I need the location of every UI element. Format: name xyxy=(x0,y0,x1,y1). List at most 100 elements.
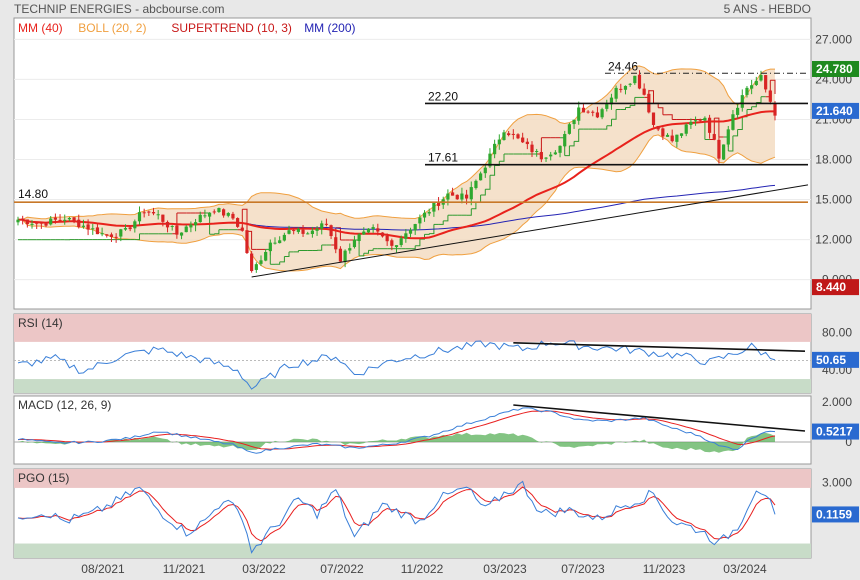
candle-body xyxy=(282,234,286,241)
marks-layer xyxy=(14,65,809,554)
candle-body xyxy=(390,240,394,246)
candle-body xyxy=(109,234,114,238)
supertrend-segment xyxy=(714,117,720,137)
candle-body xyxy=(721,144,726,160)
candle-body xyxy=(633,75,637,84)
candle-body xyxy=(315,228,319,231)
candle-body xyxy=(278,240,282,244)
price-y-tick: 27.000 xyxy=(815,32,852,46)
candle-body xyxy=(193,222,198,226)
supertrend-segment xyxy=(284,251,290,257)
x-axis-label: 11/2021 xyxy=(163,562,206,576)
candle-body xyxy=(637,74,642,89)
candle-body xyxy=(222,209,226,216)
candle-body xyxy=(689,121,693,125)
candle-body xyxy=(264,251,268,261)
candle-body xyxy=(422,212,427,218)
x-axis-label: 03/2024 xyxy=(723,562,767,576)
candle-body xyxy=(717,139,721,159)
candle-body xyxy=(745,87,749,95)
supertrend-segment xyxy=(630,97,636,106)
candle-body xyxy=(736,107,740,115)
candle-body xyxy=(39,222,43,224)
macd-divergence-line xyxy=(513,404,806,432)
candle-body xyxy=(161,214,165,222)
supertrend-segment xyxy=(359,253,365,257)
candle-body xyxy=(21,218,25,220)
candle-body xyxy=(670,135,674,142)
chart-period: 5 ANS - HEBDO xyxy=(724,2,811,16)
candle-body xyxy=(483,167,487,174)
candle-body xyxy=(268,242,272,252)
price-tag-label: 8.440 xyxy=(816,280,846,294)
candle-body xyxy=(273,242,277,244)
candle-body xyxy=(726,129,730,145)
candle-body xyxy=(371,227,375,230)
candle-body xyxy=(619,88,623,90)
candle-body xyxy=(394,245,399,248)
candle-body xyxy=(488,153,492,167)
pgo-oversold-zone xyxy=(14,543,811,558)
candle-body xyxy=(203,215,207,217)
macd-y-tick: 0 xyxy=(845,435,852,449)
candle-body xyxy=(656,126,660,130)
candle-body xyxy=(595,112,600,118)
supertrend-segment xyxy=(620,107,626,110)
supertrend-segment xyxy=(728,135,734,152)
supertrend-segment xyxy=(410,245,416,250)
panel-layer xyxy=(13,17,812,559)
price-y-tick: 18.000 xyxy=(815,152,852,166)
x-axis-label: 03/2022 xyxy=(242,562,286,576)
panel-price xyxy=(13,17,812,310)
macd-value-tag xyxy=(812,423,859,440)
bollinger-lower-line xyxy=(17,134,776,272)
candle-body xyxy=(380,232,385,237)
candle-body xyxy=(591,111,595,113)
candle-body xyxy=(698,119,702,121)
candle-body xyxy=(156,214,160,216)
supertrend-segment xyxy=(569,141,575,147)
candle-body xyxy=(133,221,137,229)
price-y-tick: 15.000 xyxy=(815,193,852,207)
supertrend-segment xyxy=(747,106,753,110)
candle-body xyxy=(764,75,768,90)
bollinger-band-fill xyxy=(18,66,775,271)
candle-body xyxy=(184,226,188,233)
candle-body xyxy=(740,95,744,108)
candle-body xyxy=(53,217,57,220)
candle-body xyxy=(712,134,716,140)
candle-body xyxy=(338,248,343,262)
panel-macd xyxy=(13,395,812,465)
candle-body xyxy=(259,260,263,264)
candle-body xyxy=(553,152,557,155)
supertrend-segment xyxy=(606,119,612,127)
candle-body xyxy=(549,154,553,157)
supertrend-segment xyxy=(602,125,608,130)
candle-body xyxy=(759,75,763,81)
supertrend-segment xyxy=(317,245,323,251)
candle-body xyxy=(399,238,403,246)
pgo-line xyxy=(17,480,776,554)
candle-body xyxy=(530,144,534,153)
x-axis-label: 03/2023 xyxy=(483,562,527,576)
candle-body xyxy=(665,134,670,137)
candle-body xyxy=(30,223,34,225)
candle-body xyxy=(507,133,511,136)
price-tag-label: 24.780 xyxy=(816,62,853,76)
candle-body xyxy=(147,211,151,213)
candle-body xyxy=(707,117,712,133)
pgo-value-label: 0.1159 xyxy=(816,507,852,521)
supertrend-segment xyxy=(214,229,220,235)
legend-entry: SUPERTREND (10, 3) xyxy=(171,21,291,35)
candle-body xyxy=(245,230,249,254)
rsi-divergence-line xyxy=(513,342,806,352)
candle-body xyxy=(100,233,104,235)
candle-body xyxy=(348,248,352,251)
candle-body xyxy=(366,228,371,233)
candle-body xyxy=(563,133,567,147)
supertrend-segment xyxy=(429,224,435,235)
candle-body xyxy=(535,151,539,153)
candle-body xyxy=(165,221,170,228)
candle-body xyxy=(254,264,258,270)
candle-body xyxy=(352,239,357,248)
